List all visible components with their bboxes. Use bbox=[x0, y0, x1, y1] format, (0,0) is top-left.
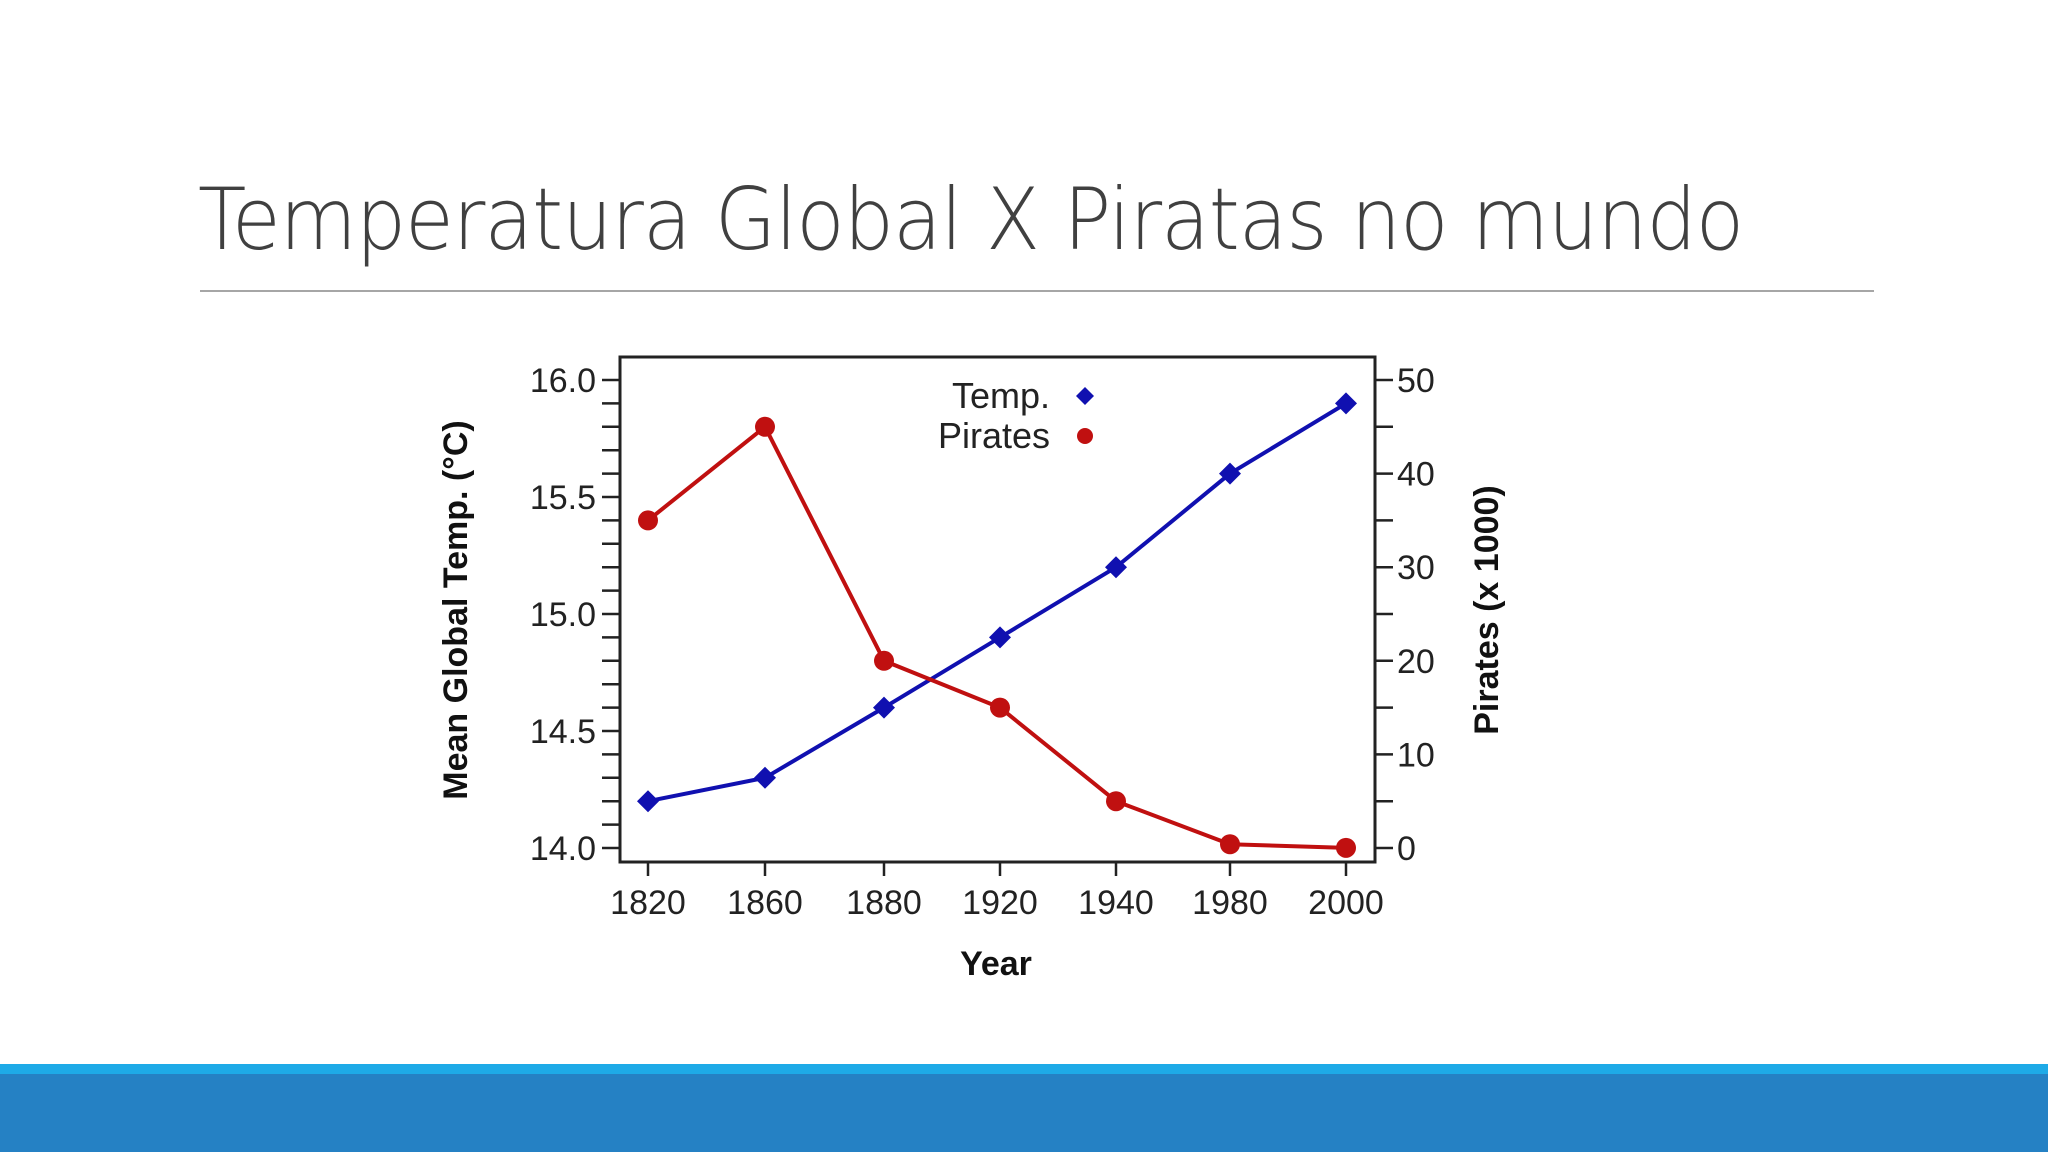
x-tick-label: 1940 bbox=[1078, 884, 1154, 922]
left-tick-label: 15.0 bbox=[530, 596, 596, 634]
x-tick-label: 1860 bbox=[727, 884, 803, 922]
temp-marker bbox=[873, 696, 895, 719]
pirates-marker bbox=[755, 416, 775, 437]
x-tick-label: 1980 bbox=[1192, 884, 1268, 922]
title-divider bbox=[200, 290, 1874, 292]
pirates-marker bbox=[1106, 791, 1126, 812]
left-tick-label: 14.0 bbox=[530, 830, 596, 868]
pirates-marker bbox=[1220, 834, 1240, 855]
temp-marker bbox=[989, 626, 1011, 649]
left-tick-label: 16.0 bbox=[530, 362, 596, 400]
slide-title: Temperatura Global X Piratas no mundo bbox=[198, 170, 1744, 270]
right-tick-label: 40 bbox=[1397, 456, 1435, 494]
temp-marker bbox=[1105, 556, 1127, 579]
pirates-marker bbox=[638, 510, 658, 531]
right-axis-title: Pirates (x 1000) bbox=[1468, 485, 1506, 735]
temp-marker bbox=[637, 790, 659, 813]
x-tick-label: 1920 bbox=[962, 884, 1038, 922]
chart-canvas: 14.0 14.5 15.0 15.5 16.0 0 10 20 30 40 50 1820 186… bbox=[437, 355, 1506, 983]
temp-marker bbox=[1335, 392, 1357, 415]
temp-marker bbox=[754, 766, 776, 789]
right-tick-label: 20 bbox=[1397, 643, 1435, 681]
series-layer bbox=[637, 392, 1357, 858]
legend-circle-icon bbox=[1077, 428, 1093, 444]
right-tick-label: 10 bbox=[1397, 736, 1435, 774]
right-tick-label: 50 bbox=[1397, 362, 1435, 400]
left-tick-label: 14.5 bbox=[530, 713, 596, 751]
left-tick-label: 15.5 bbox=[530, 479, 596, 517]
pirates-marker bbox=[874, 650, 894, 671]
x-tick-label: 1880 bbox=[846, 884, 922, 922]
x-tick-label: 1820 bbox=[610, 884, 686, 922]
x-tick-label: 2000 bbox=[1308, 884, 1384, 922]
temp-marker bbox=[1219, 462, 1241, 485]
footer-band bbox=[0, 1074, 2048, 1152]
pirates-marker bbox=[990, 697, 1010, 718]
pirates-marker bbox=[1336, 837, 1356, 858]
legend: Temp.Pirates bbox=[938, 375, 1094, 456]
left-axis-title: Mean Global Temp. (°C) bbox=[437, 420, 475, 799]
legend-diamond-icon bbox=[1076, 387, 1094, 405]
legend-label: Temp. bbox=[952, 375, 1050, 416]
chart: 14.0 14.5 15.0 15.5 16.0 0 10 20 30 40 50 1820 186… bbox=[430, 340, 1560, 1000]
x-axis: 1820 1860 1880 1920 1940 1980 2000 bbox=[610, 862, 1384, 922]
left-y-axis: 14.0 14.5 15.0 15.5 16.0 bbox=[530, 362, 620, 868]
x-axis-title: Year bbox=[960, 945, 1032, 983]
right-tick-label: 0 bbox=[1397, 830, 1416, 868]
legend-label: Pirates bbox=[938, 415, 1050, 456]
footer-band-accent bbox=[0, 1064, 2048, 1074]
right-tick-label: 30 bbox=[1397, 549, 1435, 587]
right-y-axis: 0 10 20 30 40 50 bbox=[1375, 362, 1435, 868]
